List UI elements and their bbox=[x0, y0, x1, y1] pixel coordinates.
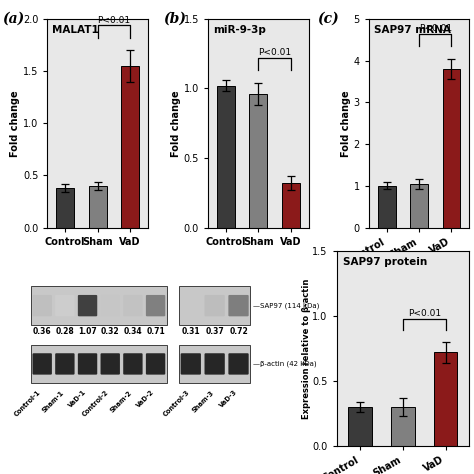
FancyBboxPatch shape bbox=[204, 295, 225, 316]
Text: Sham-2: Sham-2 bbox=[109, 389, 133, 413]
FancyBboxPatch shape bbox=[100, 295, 120, 316]
FancyBboxPatch shape bbox=[100, 353, 120, 374]
Text: Sham-3: Sham-3 bbox=[191, 389, 215, 413]
Text: (a): (a) bbox=[2, 12, 25, 26]
Text: 0.28: 0.28 bbox=[55, 327, 74, 336]
Text: Control-2: Control-2 bbox=[82, 389, 110, 418]
Bar bbox=[121, 66, 139, 228]
Bar bbox=[179, 345, 250, 383]
Text: (b): (b) bbox=[164, 12, 187, 26]
FancyBboxPatch shape bbox=[78, 295, 97, 316]
Text: MALAT1: MALAT1 bbox=[53, 25, 99, 35]
FancyBboxPatch shape bbox=[123, 295, 143, 316]
Text: —SAP97 (114 kDa): —SAP97 (114 kDa) bbox=[253, 302, 319, 309]
Bar bbox=[31, 286, 167, 325]
FancyBboxPatch shape bbox=[228, 295, 249, 316]
FancyBboxPatch shape bbox=[181, 353, 201, 374]
Y-axis label: Fold change: Fold change bbox=[10, 90, 20, 156]
Bar bbox=[56, 188, 74, 228]
Text: VaD-2: VaD-2 bbox=[136, 389, 155, 409]
FancyBboxPatch shape bbox=[204, 353, 225, 374]
FancyBboxPatch shape bbox=[146, 295, 165, 316]
Text: miR-9-3p: miR-9-3p bbox=[213, 25, 266, 35]
Text: SAP97 protein: SAP97 protein bbox=[343, 257, 428, 267]
FancyBboxPatch shape bbox=[33, 295, 52, 316]
Text: P<0.01: P<0.01 bbox=[258, 48, 291, 57]
Y-axis label: Fold change: Fold change bbox=[171, 90, 181, 156]
Text: 0.32: 0.32 bbox=[101, 327, 119, 336]
FancyBboxPatch shape bbox=[228, 353, 249, 374]
Bar bbox=[391, 407, 415, 446]
Text: 0.72: 0.72 bbox=[229, 327, 248, 336]
FancyBboxPatch shape bbox=[55, 295, 74, 316]
Text: SAP97 mRNA: SAP97 mRNA bbox=[374, 25, 451, 35]
Text: P<0.01: P<0.01 bbox=[419, 24, 452, 33]
Bar bbox=[348, 407, 372, 446]
FancyBboxPatch shape bbox=[123, 353, 143, 374]
Bar bbox=[89, 186, 107, 228]
Bar bbox=[443, 69, 460, 228]
Y-axis label: Expression relative to β-actin: Expression relative to β-actin bbox=[302, 278, 311, 419]
Text: 0.37: 0.37 bbox=[205, 327, 224, 336]
Bar bbox=[217, 86, 235, 228]
FancyBboxPatch shape bbox=[78, 353, 97, 374]
FancyBboxPatch shape bbox=[55, 353, 74, 374]
Text: Control-1: Control-1 bbox=[14, 389, 42, 418]
Text: VaD-1: VaD-1 bbox=[68, 389, 88, 409]
FancyBboxPatch shape bbox=[146, 353, 165, 374]
FancyBboxPatch shape bbox=[33, 353, 52, 374]
Text: VaD-3: VaD-3 bbox=[219, 389, 238, 409]
Text: Sham-1: Sham-1 bbox=[41, 389, 65, 413]
FancyBboxPatch shape bbox=[181, 295, 201, 316]
Text: 0.31: 0.31 bbox=[182, 327, 200, 336]
Text: 0.34: 0.34 bbox=[124, 327, 142, 336]
Y-axis label: Fold change: Fold change bbox=[341, 90, 351, 156]
Text: 0.36: 0.36 bbox=[33, 327, 52, 336]
Bar bbox=[31, 345, 167, 383]
Bar bbox=[410, 184, 428, 228]
Text: 0.71: 0.71 bbox=[146, 327, 165, 336]
Text: Control-3: Control-3 bbox=[162, 389, 191, 418]
Text: P<0.01: P<0.01 bbox=[97, 16, 130, 25]
Bar bbox=[434, 352, 457, 446]
Text: —β-actin (42 kDa): —β-actin (42 kDa) bbox=[253, 361, 317, 367]
Bar bbox=[179, 286, 250, 325]
Text: (c): (c) bbox=[318, 12, 339, 26]
Text: 1.07: 1.07 bbox=[78, 327, 97, 336]
Bar bbox=[378, 186, 395, 228]
Bar bbox=[282, 183, 300, 228]
Bar bbox=[249, 94, 267, 228]
Text: P<0.01: P<0.01 bbox=[408, 309, 441, 318]
